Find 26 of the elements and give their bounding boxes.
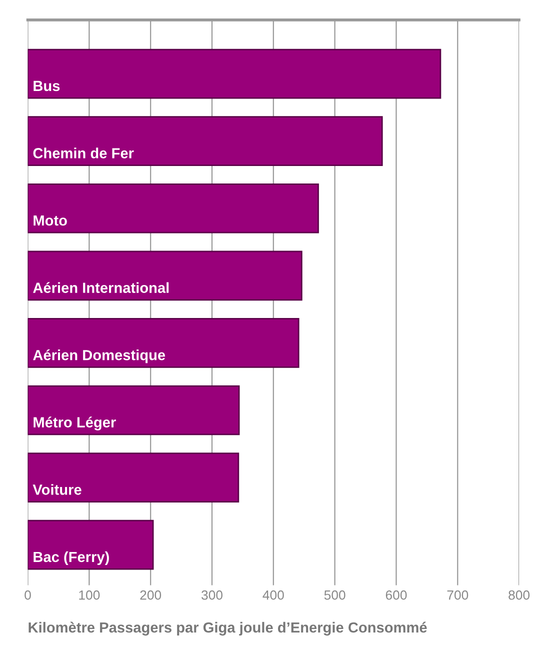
x-tick-label: 300	[201, 590, 222, 600]
bar	[28, 385, 240, 436]
bar	[28, 250, 302, 301]
y-tick-label: Bac (Ferry)	[34, 551, 109, 566]
y-tick-label: Chemin de Fer	[33, 148, 134, 158]
bar	[28, 452, 240, 502]
x-tick-label: 800	[508, 590, 530, 600]
y-tick-label: Moto	[34, 215, 67, 226]
bar	[28, 520, 154, 570]
x-axis-title: Kilomètre Passagers par Giga joule d’Energie Consommé	[28, 622, 427, 636]
y-tick-label: Bus	[34, 80, 60, 92]
x-tick-label: 600	[386, 590, 407, 600]
y-tick-label: Aérien Domestique	[33, 349, 166, 364]
bar	[28, 183, 319, 234]
bar	[28, 318, 300, 368]
x-tick-label: 0	[24, 590, 31, 600]
x-tick-label: 100	[79, 590, 100, 600]
y-tick-label: Aérien International	[33, 282, 169, 293]
bar	[28, 116, 383, 166]
x-tick-label: 500	[324, 590, 346, 600]
y-tick-label: Voiture	[32, 484, 82, 495]
y-tick-label: Métro Léger	[34, 416, 116, 430]
x-tick-label: 400	[262, 590, 284, 600]
x-tick-label: 200	[140, 590, 162, 600]
bar	[28, 48, 442, 99]
x-tick-label: 700	[447, 590, 468, 600]
